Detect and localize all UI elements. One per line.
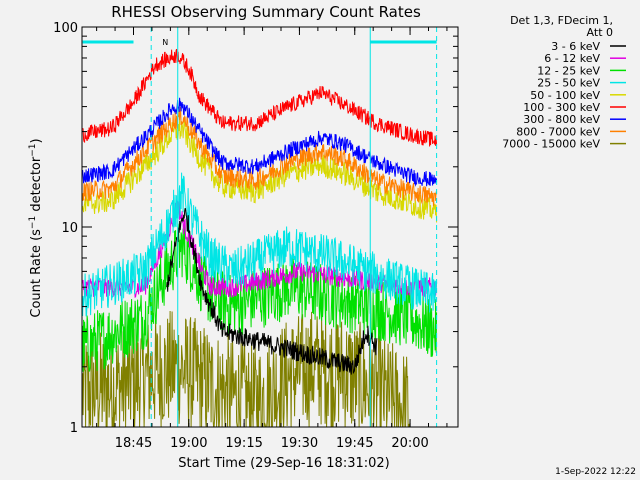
timestamp: 1-Sep-2022 12:22 <box>555 467 636 477</box>
y-tick-label: 10 <box>61 221 78 236</box>
legend-label-12-25-kev: 12 - 25 keV <box>537 64 600 77</box>
series-300-800-kev <box>82 97 438 187</box>
series-100-300-kev <box>82 48 438 147</box>
marker-n-label: N <box>162 38 168 47</box>
series-25-50-kev <box>82 172 438 317</box>
legend-header: Att 0 <box>587 26 613 39</box>
legend-label-7000-15000-kev: 7000 - 15000 keV <box>502 138 600 151</box>
x-tick-label: 19:30 <box>281 436 318 451</box>
legend-label-800-7000-kev: 800 - 7000 keV <box>516 125 600 138</box>
legend-label-3-6-kev: 3 - 6 keV <box>551 40 600 53</box>
x-tick-label: 19:00 <box>170 436 207 451</box>
chart-title: RHESSI Observing Summary Count Rates <box>111 3 421 21</box>
x-tick-label: 19:45 <box>336 436 373 451</box>
legend-label-6-12-kev: 6 - 12 keV <box>544 52 600 65</box>
legend-label-100-300-kev: 100 - 300 keV <box>523 101 600 114</box>
x-tick-label: 20:00 <box>391 436 428 451</box>
y-tick-label: 100 <box>53 21 78 36</box>
legend-label-25-50-kev: 25 - 50 keV <box>537 77 600 90</box>
legend-label-50-100-kev: 50 - 100 keV <box>530 89 600 102</box>
y-axis-label: Count Rate (s−1 detector−1) <box>28 138 44 317</box>
axes: 18:45 19:00 19:15 19:30 19:45 20:00 1 10 100 <box>53 21 458 451</box>
x-axis-label: Start Time (29-Sep-16 18:31:02) <box>178 456 389 471</box>
series-3-6-kev <box>166 207 378 375</box>
legend-label-300-800-kev: 300 - 800 keV <box>523 113 600 126</box>
x-tick-label: 18:45 <box>115 436 152 451</box>
series-800-7000-kev <box>82 106 438 207</box>
series-layer <box>82 48 438 427</box>
x-tick-label: 19:15 <box>225 436 262 451</box>
legend-header: Det 1,3, FDecim 1, <box>510 14 613 27</box>
instrument-markers: N <box>82 27 438 427</box>
series-7000-15000-kev <box>82 310 411 427</box>
y-tick-label: 1 <box>70 421 78 436</box>
